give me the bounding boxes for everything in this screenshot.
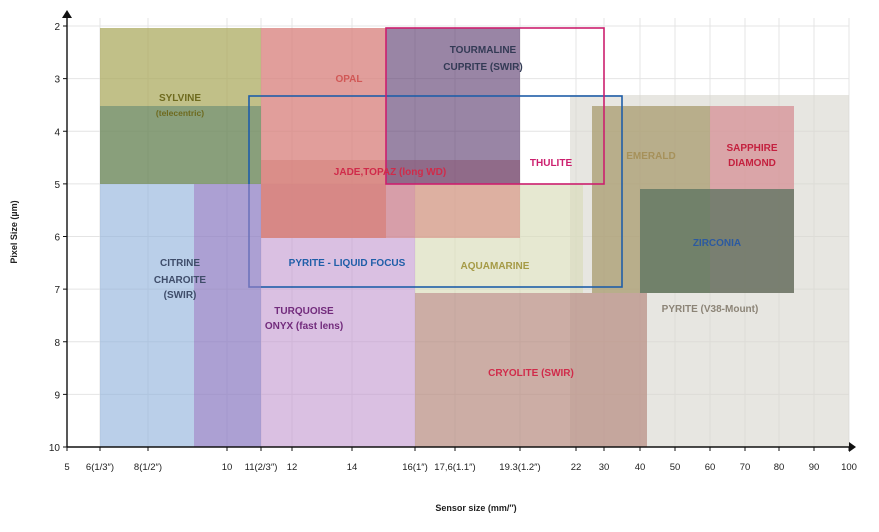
area-label: EMERALD [626, 151, 675, 162]
x-tick-label: 8(1/2″) [134, 462, 162, 473]
area-label: PYRITE - LIQUID FOCUS [289, 258, 406, 269]
area-label: PYRITE (V38-Mount) [662, 304, 759, 315]
area-label: SYLVINE [159, 93, 201, 104]
x-tick-label: 16(1″) [402, 462, 428, 473]
area-label: AQUAMARINE [461, 261, 530, 272]
x-tick-label: 40 [635, 462, 646, 473]
x-tick-label: 70 [740, 462, 751, 473]
x-tick-label: 10 [222, 462, 233, 473]
area-labels: SYLVINE (telecentric) CITRINE CHAROITE (SWIR… [154, 45, 778, 379]
x-tick-label: 14 [347, 462, 358, 473]
tick-labels: 5 6(1/3″) 8(1/2″) 10 11(2/3″) 12 14 16(1″) 17,6(… [49, 22, 857, 473]
y-tick-label: 7 [54, 285, 60, 296]
area-label: CRYOLITE (SWIR) [488, 368, 574, 379]
area-sylvine [100, 28, 261, 106]
area-citrine [100, 184, 194, 447]
area-label: TURQUOISE [274, 306, 334, 317]
x-tick-label: 6(1/3″) [86, 462, 114, 473]
area-sublabel: ONYX (fast lens) [265, 321, 343, 332]
area-label: CITRINE [160, 258, 200, 269]
area-label: TOURMALINE [450, 45, 517, 56]
x-tick-label: 60 [705, 462, 716, 473]
x-tick-label: 50 [670, 462, 681, 473]
x-tick-label: 100 [841, 462, 857, 473]
area-label: ZIRCONIA [693, 238, 741, 249]
y-tick-label: 10 [49, 443, 61, 454]
area-label: JADE,TOPAZ (long WD) [334, 167, 446, 178]
area-sublabel: (telecentric) [156, 108, 204, 118]
y-axis-arrow [62, 10, 72, 18]
x-tick-label: 90 [809, 462, 820, 473]
x-axis-arrow [849, 442, 856, 452]
area-tourmaline [386, 28, 520, 184]
area-cryolite-swir [415, 293, 647, 447]
area-label: OPAL [335, 74, 362, 85]
axes [62, 10, 856, 452]
area-label: THULITE [530, 158, 573, 169]
area-citrine-strip [194, 184, 261, 447]
area-sublabel: CHAROITE [154, 275, 207, 286]
y-tick-label: 2 [54, 22, 60, 33]
x-tick-label: 30 [599, 462, 610, 473]
x-tick-label: 22 [571, 462, 582, 473]
y-tick-label: 3 [54, 75, 60, 86]
y-axis-title: Pixel Size (µm) [9, 200, 19, 263]
y-tick-label: 8 [54, 338, 60, 349]
areas [100, 27, 849, 447]
y-tick-label: 4 [54, 127, 60, 138]
y-tick-label: 9 [54, 390, 60, 401]
area-thulite [385, 27, 605, 185]
x-tick-label: 80 [774, 462, 785, 473]
x-tick-label: 12 [287, 462, 298, 473]
y-tick-label: 6 [54, 233, 60, 244]
y-tick-label: 5 [54, 180, 60, 191]
x-tick-label: 11(2/3″) [245, 462, 278, 473]
x-tick-label: 5 [64, 462, 69, 473]
area-sublabel: DIAMOND [728, 158, 776, 169]
area-sublabel: (SWIR) [164, 290, 197, 301]
area-zirconia [640, 189, 794, 293]
area-sublabel: CUPRITE (SWIR) [443, 62, 522, 73]
x-tick-label: 17,6(1.1″) [434, 462, 475, 473]
x-tick-label: 19.3(1.2″) [499, 462, 540, 473]
x-axis-title: Sensor size (mm/″) [435, 503, 516, 513]
area-sylvine-lower [100, 106, 261, 184]
area-label: SAPPHIRE [726, 143, 777, 154]
